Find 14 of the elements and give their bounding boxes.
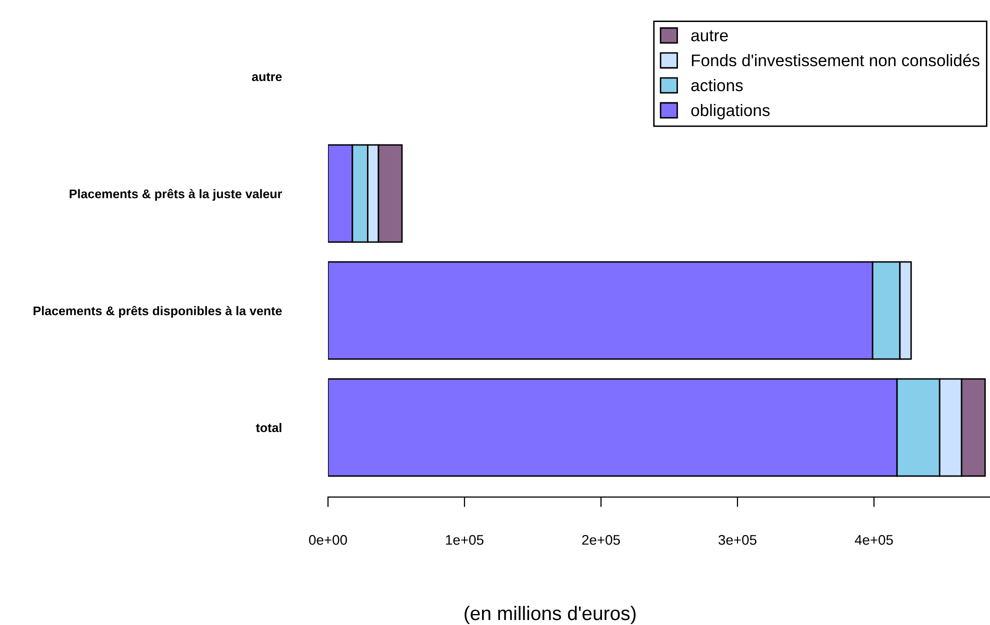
x-tick-label: 1e+05	[446, 534, 484, 545]
y-tick-label: Placements & prêts à la juste valeur	[70, 188, 282, 201]
x-tick-label: 2e+05	[582, 534, 620, 545]
x-tick-label: 4e+05	[854, 534, 893, 545]
y-tick-label: total	[256, 422, 282, 432]
x-axis-title: (en millions d'euros)	[464, 606, 636, 624]
y-tick-label: autre	[252, 72, 282, 82]
y-tick-label: Placements & prêts disponibles à la vente	[34, 306, 282, 318]
legend-label: Fonds d'investissement non consolidés	[692, 54, 980, 66]
x-tick-label: 0e+00	[309, 534, 347, 545]
legend-label: autre	[691, 30, 728, 42]
legend-label: actions	[691, 79, 743, 92]
x-tick-label: 3e+05	[718, 534, 756, 545]
legend-label: obligations	[691, 104, 770, 120]
